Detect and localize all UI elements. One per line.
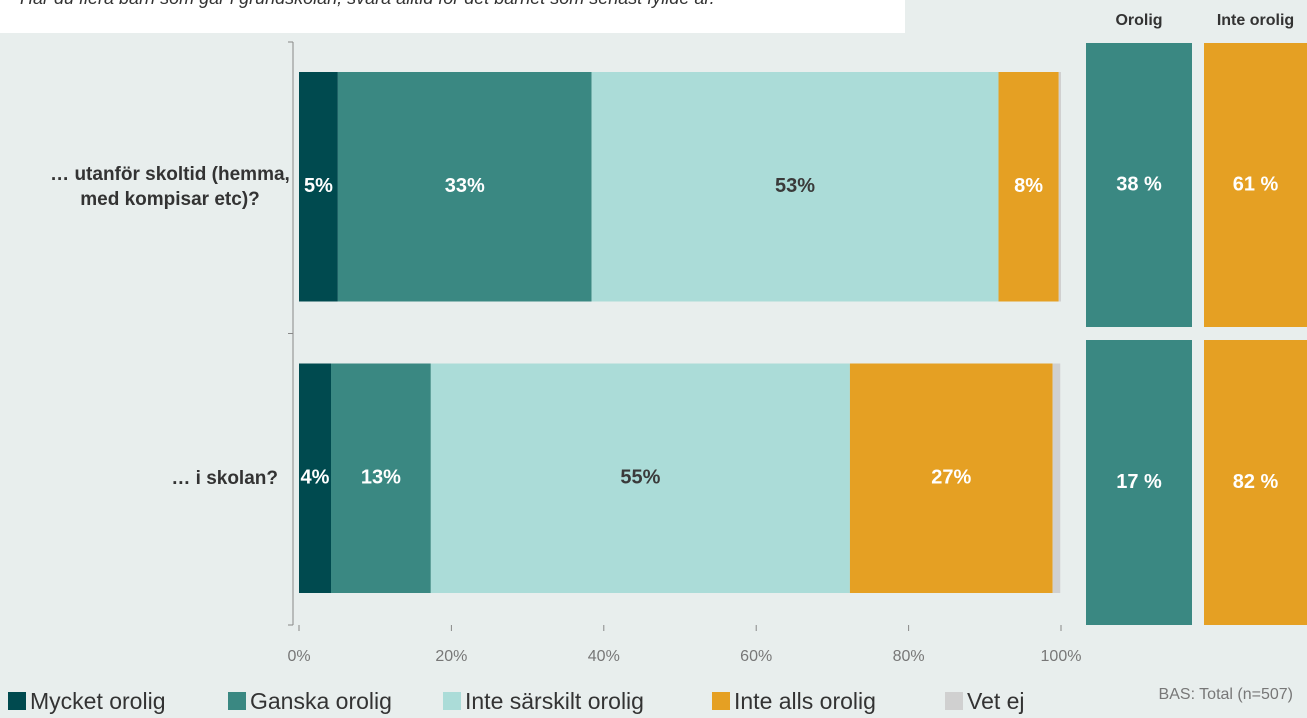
- bar-segment: [998, 72, 1059, 302]
- legend-label: Mycket orolig: [30, 688, 165, 714]
- note: BAS: Total (n=507): [1159, 686, 1293, 703]
- subtitle: Har du flera barn som går i grundskolan,…: [20, 0, 715, 9]
- legend-swatch: [712, 692, 730, 710]
- bar-segment: [849, 363, 1053, 593]
- bar-segment: [591, 72, 999, 302]
- legend-swatch: [945, 692, 963, 710]
- data-label: 27%: [931, 467, 971, 489]
- legend-label: Vet ej: [967, 688, 1025, 714]
- data-label: 5%: [304, 175, 333, 197]
- data-label: 13%: [361, 467, 401, 489]
- bar-segment: [430, 363, 850, 593]
- category-label: … utanför skoltid (hemma, med kompisar e…: [50, 163, 290, 210]
- bar-segment: [1052, 363, 1061, 593]
- bar-segment: [1058, 72, 1061, 302]
- legend-swatch: [8, 692, 26, 710]
- subtitle-box: Har du flera barn som går i grundskolan,…: [0, 0, 905, 33]
- summary-header: Inte orolig: [1217, 12, 1294, 29]
- summary-box: [1204, 43, 1307, 327]
- legend-label: Inte alls orolig: [734, 688, 876, 714]
- summary-box: [1204, 340, 1307, 625]
- data-label: 8%: [1014, 175, 1043, 197]
- bar-segment: [299, 363, 332, 593]
- x-tick-label: 80%: [893, 648, 925, 665]
- x-tick-label: 40%: [588, 648, 620, 665]
- data-label: 33%: [445, 175, 485, 197]
- legend-label: Inte särskilt orolig: [465, 688, 644, 714]
- legend-swatch: [228, 692, 246, 710]
- summary-header: Orolig: [1115, 12, 1162, 29]
- summary-value: 17 %: [1116, 471, 1162, 493]
- summary-value: 82 %: [1233, 471, 1279, 493]
- x-tick-label: 100%: [1041, 648, 1082, 665]
- x-tick-label: 60%: [740, 648, 772, 665]
- summary-value: 38 %: [1116, 173, 1162, 195]
- legend-label: Ganska orolig: [250, 688, 392, 714]
- summary-value: 61 %: [1233, 173, 1279, 195]
- data-label: 53%: [775, 175, 815, 197]
- legend-swatch: [443, 692, 461, 710]
- x-tick-label: 20%: [435, 648, 467, 665]
- summary-box: [1086, 43, 1192, 327]
- summary-box: [1086, 340, 1192, 625]
- data-label: 4%: [301, 467, 330, 489]
- bar-segment: [337, 72, 592, 302]
- bar-segment: [299, 72, 338, 302]
- category-label: … i skolan?: [171, 468, 278, 490]
- bar-segment: [331, 363, 431, 593]
- x-tick-label: 0%: [287, 648, 310, 665]
- data-label: 55%: [620, 467, 660, 489]
